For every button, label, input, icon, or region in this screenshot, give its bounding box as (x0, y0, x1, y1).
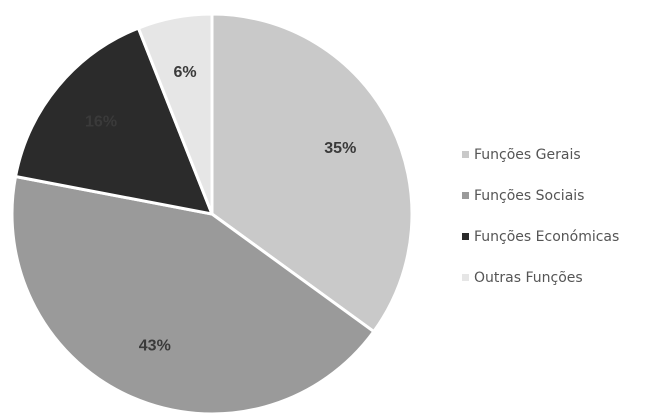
data-label-funcoes-gerais: 35% (324, 140, 356, 157)
legend-swatch-outras-funcoes (462, 274, 469, 281)
pie-slice-labels: 35% 43% 16% 6% (85, 64, 356, 355)
legend-label-funcoes-sociais: Funções Sociais (474, 188, 584, 204)
legend-swatch-funcoes-economicas (462, 233, 469, 240)
pie-slice-funcoes-sociais (10, 175, 376, 414)
data-label-outras-funcoes: 6% (173, 64, 196, 81)
legend-label-outras-funcoes: Outras Funções (474, 270, 583, 286)
data-label-funcoes-sociais: 43% (139, 337, 171, 354)
pie-slice-outras-funcoes (136, 12, 214, 216)
legend-label-funcoes-gerais: Funções Gerais (474, 147, 581, 163)
legend-swatch-funcoes-sociais (462, 192, 469, 199)
data-label-funcoes-economicas: 16% (85, 113, 117, 130)
legend-label-funcoes-economicas: Funções Económicas (474, 229, 619, 245)
pie-slices (10, 12, 414, 414)
pie-slice-funcoes-gerais (210, 12, 414, 334)
pie-slice-funcoes-economicas (14, 26, 214, 216)
legend-swatch-funcoes-gerais (462, 151, 469, 158)
legend: Funções Gerais Funções Sociais Funções Eco… (462, 147, 619, 286)
